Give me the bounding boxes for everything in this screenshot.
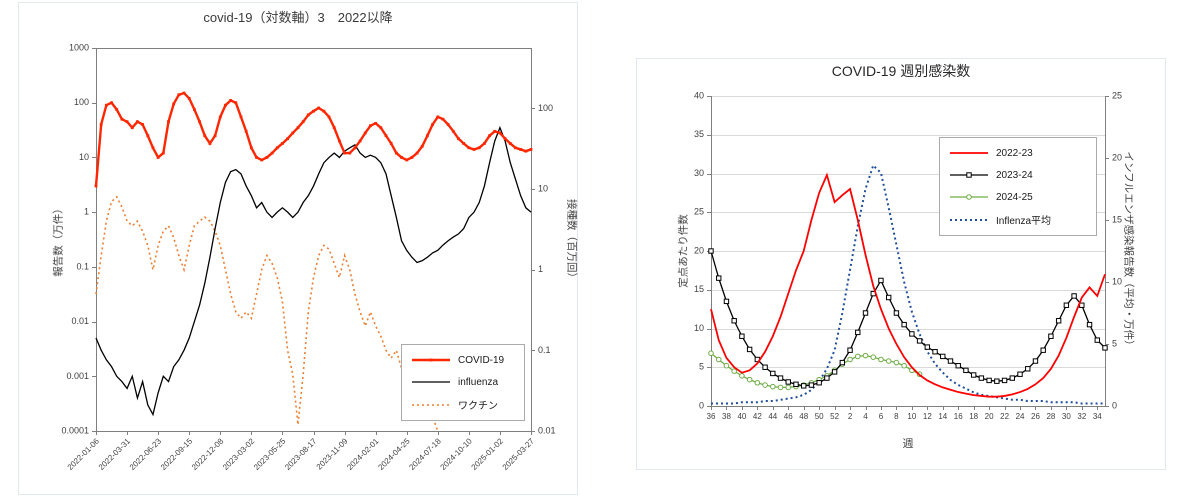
legend-swatch-2022-23 [949, 146, 989, 160]
right-chart-title: COVID-19 週別感染数 [831, 63, 971, 79]
legend-item: influenza [411, 375, 515, 389]
legend-item: COVID-19 [411, 353, 515, 367]
legend-item: Inflenza平均 [949, 212, 1087, 227]
legend-label-vaccine: ワクチン [458, 401, 498, 412]
legend-label-covid19: COVID-19 [458, 354, 505, 366]
legend-swatch-2023-24 [949, 168, 989, 182]
left-chart: covid-19（対数軸）3 2022以降 報告数（万件） 接種数（百万回） C… [18, 2, 579, 496]
right-chart: COVID-19 週別感染数 定点あたり件数 インフルエンザ感染報告数（平均・万… [636, 58, 1167, 471]
right-chart-secondary-y-axis-title: インフルエンザ感染報告数（平均・万件） [1122, 151, 1135, 351]
legend-swatch-2024-25 [949, 190, 989, 204]
legend-swatch-influenza [411, 375, 451, 389]
right-chart-plot-canvas [637, 59, 1167, 471]
legend-label-2022-23: 2022-23 [996, 147, 1033, 159]
left-chart-y-axis-title: 報告数（万件） [52, 203, 65, 277]
legend-swatch-influenza-avg [949, 212, 989, 227]
legend-item: 2022-23 [949, 146, 1087, 160]
legend-item: ワクチン [411, 397, 515, 412]
legend-label-2023-24: 2023-24 [996, 169, 1033, 181]
legend-label-influenza-avg: Inflenza平均 [996, 216, 1052, 227]
legend-swatch-covid19 [411, 353, 451, 367]
right-chart-x-axis-title: 週 [902, 438, 914, 450]
right-chart-legend: 2022-23 2023-24 2024-25 Inflenza平均 [939, 137, 1097, 236]
left-chart-title: covid-19（対数軸）3 2022以降 [203, 10, 393, 25]
left-chart-plot-canvas [19, 3, 579, 496]
left-chart-secondary-y-axis-title: 接種数（百万回） [565, 199, 578, 283]
left-chart-legend: COVID-19 influenza ワクチン [401, 344, 525, 421]
legend-label-2024-25: 2024-25 [996, 191, 1033, 203]
legend-label-influenza: influenza [458, 376, 499, 388]
legend-item: 2024-25 [949, 190, 1087, 204]
legend-item: 2023-24 [949, 168, 1087, 182]
legend-swatch-vaccine [411, 397, 451, 412]
right-chart-y-axis-title: 定点あたり件数 [677, 214, 690, 288]
